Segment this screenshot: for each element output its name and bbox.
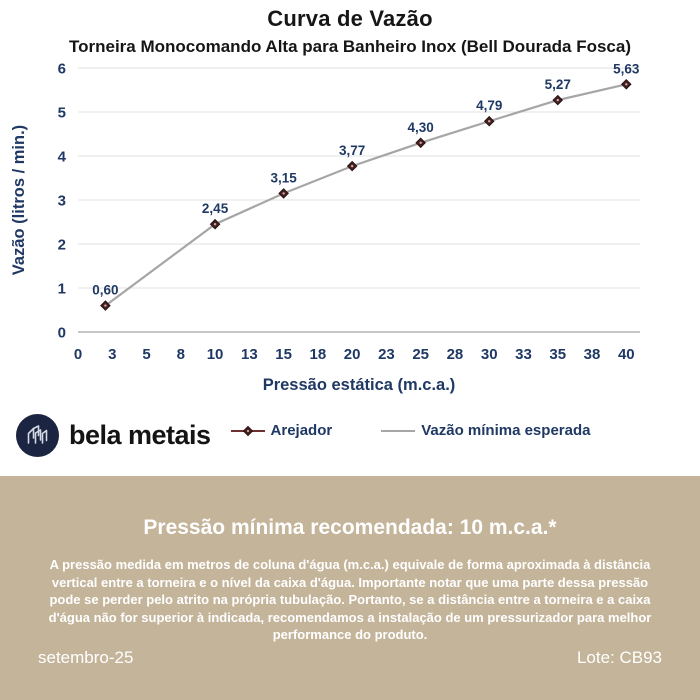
notice-footer: setembro-25 Lote: CB93 <box>0 648 700 668</box>
marker-center-dot <box>213 223 217 226</box>
brand-logo: bela metais <box>15 413 211 458</box>
marker-center-dot <box>350 164 354 168</box>
series-line-arejador <box>104 83 627 307</box>
data-point-label: 4,79 <box>476 98 502 113</box>
y-tick-label: 0 <box>58 325 66 342</box>
x-axis-title: Pressão estática (m.c.a.) <box>263 376 456 394</box>
x-tick-label: 10 <box>207 346 224 363</box>
legend-label-vazao-minima: Vazão mínima esperada <box>421 422 591 439</box>
chart-subtitle: Torneira Monocomando Alta para Banheiro … <box>68 37 632 56</box>
x-tick-label: 18 <box>310 346 327 363</box>
line-icon <box>381 429 416 432</box>
data-point-label: 3,77 <box>339 143 365 158</box>
legend-item-vazao-minima: Vazão mínima esperada <box>380 422 590 439</box>
arejador-marker-icon <box>230 425 265 436</box>
chart-legend: Arejador Vazão mínima esperada <box>60 422 700 439</box>
data-point-label: 4,30 <box>408 120 434 135</box>
marker-center-dot <box>419 141 422 144</box>
footer-lot-number: Lote: CB93 <box>576 648 662 667</box>
data-point-label: 5,27 <box>545 77 571 92</box>
legend-item-arejador: Arejador <box>230 422 333 439</box>
y-axis-tick-labels: 0 1 2 3 4 5 6 <box>58 62 67 342</box>
x-axis-tick-labels: 0 3 5 8 10 13 15 18 20 23 25 28 30 33 35 38 40 <box>74 346 635 363</box>
data-point-markers <box>100 78 632 311</box>
bela-metais-logo-icon <box>16 414 59 457</box>
notice-body: A pressão medida em metros de coluna d'á… <box>48 557 652 642</box>
x-tick-label: 38 <box>584 346 601 363</box>
x-tick-label: 15 <box>275 346 292 363</box>
x-tick-label: 20 <box>344 346 361 363</box>
x-tick-label: 30 <box>481 346 498 363</box>
marker-center-dot <box>282 192 285 195</box>
y-tick-label: 4 <box>58 149 67 166</box>
brand-name: bela metais <box>69 420 211 450</box>
data-point-label: 5,63 <box>613 62 640 76</box>
x-tick-label: 40 <box>618 346 635 363</box>
x-tick-label: 35 <box>549 346 566 363</box>
data-point-labels: 0,60 2,45 3,15 3,77 4,30 4,79 5,27 5,63 <box>92 62 640 298</box>
brand-and-legend-row: bela metais Arejador Vazão mínima espera… <box>0 408 700 470</box>
marker-center-dot <box>625 83 628 86</box>
y-tick-label: 6 <box>58 62 66 78</box>
footer-date: setembro-25 <box>38 648 134 667</box>
x-tick-label: 0 <box>74 346 82 363</box>
gridlines <box>78 67 640 289</box>
y-tick-label: 1 <box>58 281 66 298</box>
x-tick-label: 33 <box>515 346 532 363</box>
data-point-label: 3,15 <box>270 170 297 185</box>
marker-center-dot <box>488 120 491 123</box>
y-tick-label: 2 <box>58 237 66 254</box>
x-tick-label: 25 <box>412 346 429 363</box>
data-point-label: 2,45 <box>202 201 229 216</box>
x-tick-label: 3 <box>108 346 116 363</box>
marker-center-dot <box>556 98 559 102</box>
legend-label-arejador: Arejador <box>270 422 333 439</box>
x-tick-label: 5 <box>142 346 150 363</box>
x-tick-label: 8 <box>177 346 185 363</box>
y-tick-label: 5 <box>58 105 66 122</box>
x-tick-label: 23 <box>378 346 395 363</box>
chart-title: Curva de Vazão <box>267 6 433 31</box>
data-point-label: 0,60 <box>92 283 118 298</box>
notice-section: Pressão mínima recomendada: 10 m.c.a.* A… <box>0 476 700 700</box>
y-axis-title: Vazão (litros / min.) <box>10 125 28 275</box>
y-tick-label: 3 <box>58 193 66 210</box>
marker-center-dot <box>104 304 107 307</box>
chart-section: Curva de Vazão Torneira Monocomando Alta… <box>0 6 700 470</box>
x-tick-label: 28 <box>447 346 464 363</box>
notice-heading: Pressão mínima recomendada: 10 m.c.a.* <box>143 516 557 539</box>
x-tick-label: 13 <box>241 346 258 363</box>
